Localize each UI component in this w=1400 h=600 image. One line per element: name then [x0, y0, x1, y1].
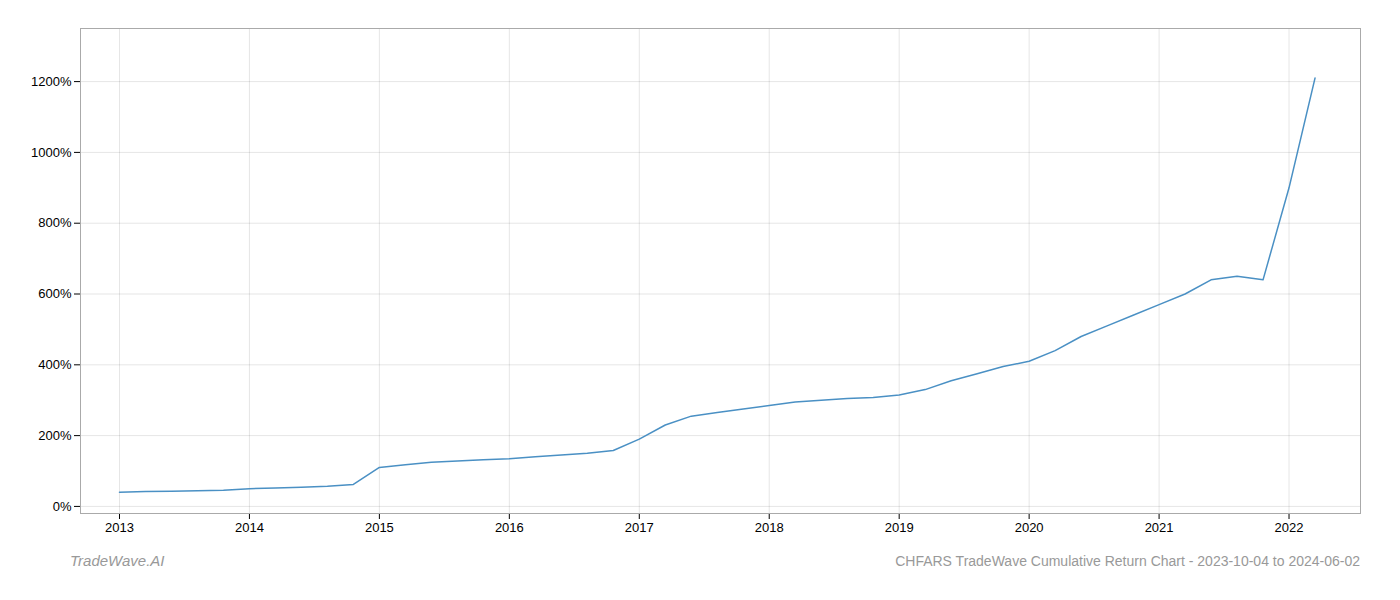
svg-text:2022: 2022 — [1275, 520, 1304, 535]
svg-text:2020: 2020 — [1015, 520, 1044, 535]
html-text:TradeWave.AI: TradeWave.AI — [70, 552, 165, 569]
svg-text:0%: 0% — [53, 499, 72, 514]
svg-text:2013: 2013 — [105, 520, 134, 535]
svg-text:2014: 2014 — [235, 520, 264, 535]
svg-text:1200%: 1200% — [31, 74, 72, 89]
svg-text:2017: 2017 — [625, 520, 654, 535]
svg-text:2015: 2015 — [365, 520, 394, 535]
svg-text:200%: 200% — [38, 428, 72, 443]
svg-text:2019: 2019 — [885, 520, 914, 535]
svg-text:800%: 800% — [38, 215, 72, 230]
svg-text:2018: 2018 — [755, 520, 784, 535]
svg-text:400%: 400% — [38, 357, 72, 372]
svg-text:2021: 2021 — [1145, 520, 1174, 535]
svg-text:2016: 2016 — [495, 520, 524, 535]
html-text:CHFARS TradeWave Cumulative Re: CHFARS TradeWave Cumulative Return Chart… — [895, 553, 1360, 569]
svg-text:600%: 600% — [38, 286, 72, 301]
svg-text:1000%: 1000% — [31, 145, 72, 160]
